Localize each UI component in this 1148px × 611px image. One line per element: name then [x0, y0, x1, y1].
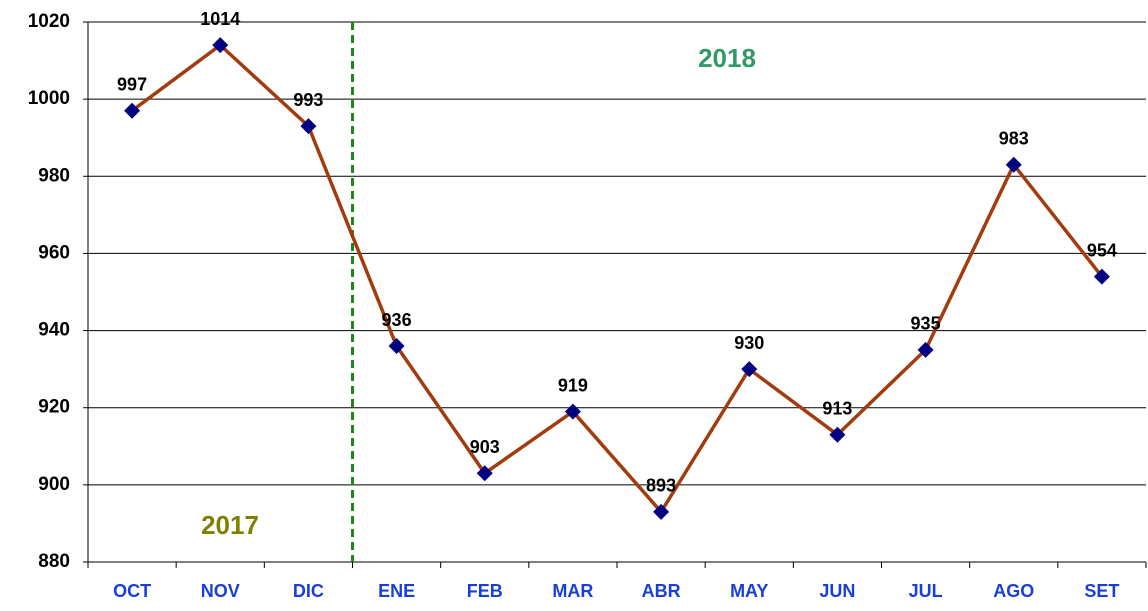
- x-tick-label: DIC: [293, 581, 324, 601]
- y-tick-label: 960: [38, 242, 70, 263]
- y-tick-label: 920: [38, 397, 70, 418]
- data-line: [131, 42, 1104, 515]
- x-tick-label: FEB: [467, 581, 503, 601]
- marker: [476, 465, 493, 482]
- marker: [212, 37, 229, 54]
- data-label: 983: [999, 128, 1029, 148]
- x-tick-label: OCT: [113, 581, 151, 601]
- data-label: 919: [558, 375, 588, 395]
- marker: [917, 341, 934, 358]
- data-label: 1014: [200, 9, 240, 29]
- x-tick-label: AGO: [993, 581, 1034, 601]
- x-tick-label: NOV: [201, 581, 240, 601]
- data-label: 936: [382, 310, 412, 330]
- y-tick-label: 980: [38, 165, 70, 186]
- marker: [829, 426, 846, 443]
- x-tick-label: ENE: [378, 581, 415, 601]
- x-tick-label: MAY: [730, 581, 768, 601]
- marker: [388, 338, 405, 354]
- marker: [124, 102, 141, 119]
- y-tick-label: 1020: [28, 11, 70, 32]
- data-label: 935: [911, 314, 941, 334]
- data-label: 903: [470, 437, 500, 457]
- marker: [300, 118, 317, 135]
- y-tick-label: 940: [38, 320, 70, 341]
- y-tick-label: 880: [38, 551, 70, 572]
- data-label: 913: [822, 398, 852, 418]
- x-tick-label: MAR: [552, 581, 593, 601]
- marker: [1093, 268, 1110, 285]
- x-tick-label: JUL: [909, 581, 943, 601]
- marker: [564, 403, 581, 420]
- year-label: 2018: [698, 43, 756, 73]
- data-label: 930: [734, 333, 764, 353]
- y-tick-label: 900: [38, 474, 70, 495]
- year-label: 2017: [201, 510, 259, 540]
- data-label: 997: [117, 74, 147, 94]
- data-label: 954: [1087, 240, 1117, 260]
- marker: [741, 361, 758, 378]
- data-label: 993: [293, 90, 323, 110]
- x-tick-label: ABR: [642, 581, 681, 601]
- x-tick-label: SET: [1084, 581, 1119, 601]
- x-tick-label: JUN: [819, 581, 855, 601]
- y-tick-label: 1000: [28, 88, 70, 109]
- marker: [653, 503, 670, 520]
- marker: [1005, 156, 1022, 173]
- data-label: 893: [646, 476, 676, 496]
